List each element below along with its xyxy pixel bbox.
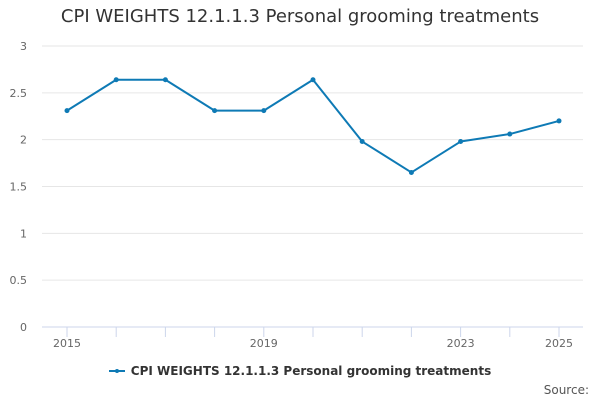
x-tick-label: 2025 [545, 337, 573, 350]
source-label: Source: [543, 383, 589, 397]
legend-label: CPI WEIGHTS 12.1.1.3 Personal grooming t… [130, 364, 492, 378]
x-tick-label: 2015 [53, 337, 81, 350]
data-point [64, 108, 70, 114]
y-tick-label: 1 [20, 227, 27, 240]
data-point [261, 108, 267, 114]
data-point [310, 77, 316, 83]
x-tick-label: 2019 [250, 337, 278, 350]
data-point [556, 118, 562, 124]
data-point [212, 108, 218, 114]
y-tick-label: 0.5 [10, 274, 28, 287]
data-point [113, 77, 119, 83]
legend-marker-icon [108, 365, 125, 377]
y-tick-label: 2 [20, 134, 27, 147]
legend[interactable]: CPI WEIGHTS 12.1.1.3 Personal grooming t… [0, 364, 600, 378]
data-point [507, 131, 513, 137]
chart-title: CPI WEIGHTS 12.1.1.3 Personal grooming t… [60, 6, 540, 27]
y-tick-label: 2.5 [10, 87, 28, 100]
x-tick-label: 2023 [447, 337, 475, 350]
y-tick-label: 0 [20, 321, 27, 334]
y-tick-label: 1.5 [10, 181, 28, 194]
data-point [458, 139, 464, 145]
y-tick-label: 3 [20, 40, 27, 53]
data-point [408, 169, 414, 175]
data-point [359, 139, 365, 145]
data-point [162, 77, 168, 83]
series-line [66, 78, 560, 174]
